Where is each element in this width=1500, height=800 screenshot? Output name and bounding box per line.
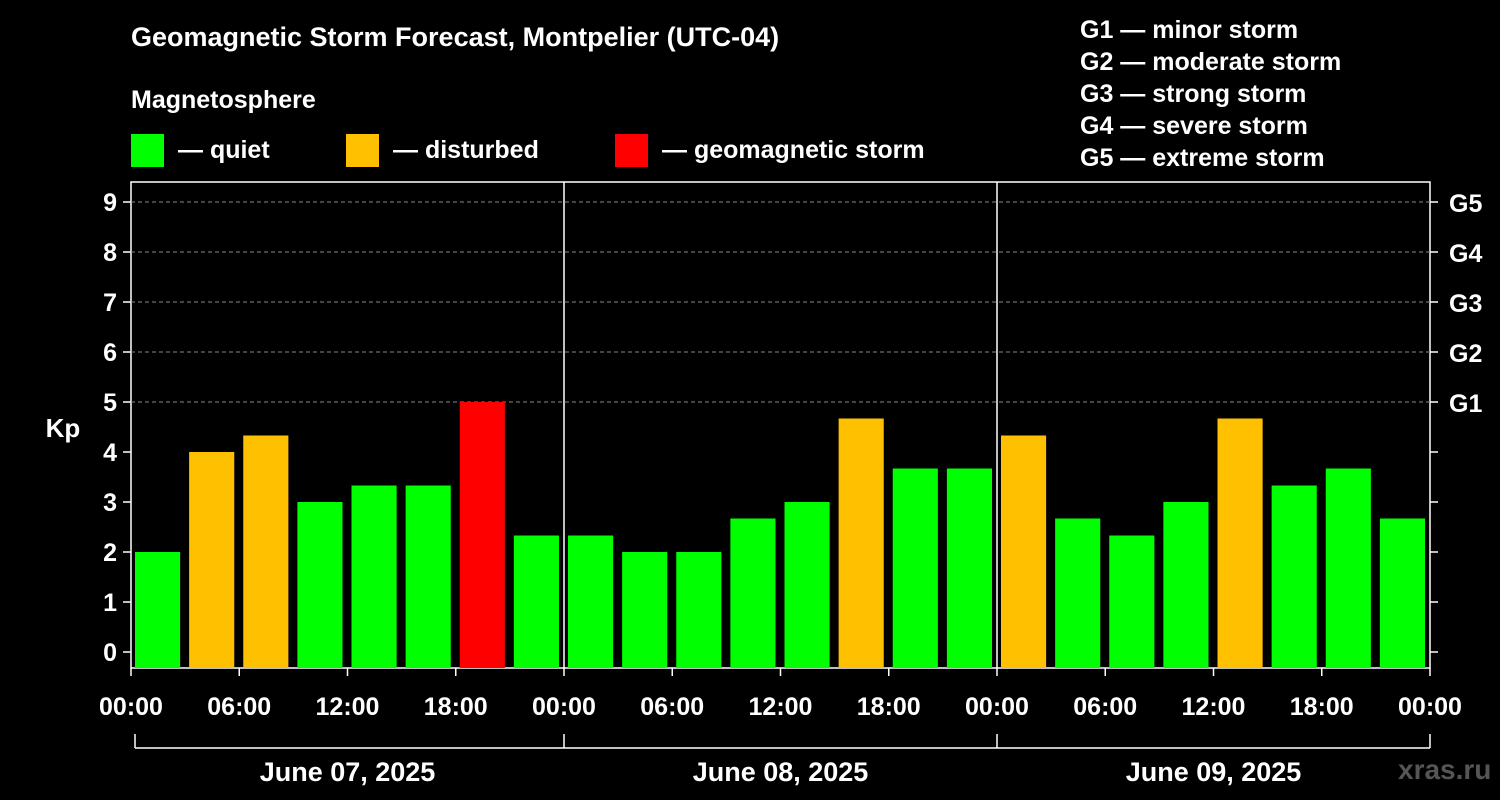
x-tick-label-2: 12:00 <box>316 693 380 721</box>
x-tick-label-1: 06:00 <box>207 693 271 721</box>
g-scale-item-g5: G5 — extreme storm <box>1080 144 1325 172</box>
kp-bar-18 <box>1109 535 1155 668</box>
kp-bar-10 <box>676 552 722 668</box>
y-tick-label-4: 4 <box>103 439 117 467</box>
kp-bar-9 <box>622 552 668 668</box>
g-scale-item-g3: G3 — strong storm <box>1080 80 1307 108</box>
x-tick-label-3: 18:00 <box>424 693 488 721</box>
x-tick-label-0: 00:00 <box>99 693 163 721</box>
kp-bar-5 <box>405 485 451 668</box>
x-tick-label-7: 18:00 <box>857 693 921 721</box>
legend-item-disturbed: — disturbed <box>346 133 539 167</box>
g-scale-list: G1 — minor storm G2 — moderate storm G3 … <box>1080 14 1341 174</box>
g-level-label-g1: G1 <box>1449 390 1482 418</box>
y-tick-label-6: 6 <box>103 339 117 367</box>
kp-bar-13 <box>838 418 884 668</box>
g-scale-item-g4: G4 — severe storm <box>1080 112 1308 140</box>
x-tick-label-9: 06:00 <box>1073 693 1137 721</box>
legend-label-disturbed: — disturbed <box>393 135 539 164</box>
kp-bar-23 <box>1379 518 1425 668</box>
storm-swatch <box>615 133 648 167</box>
kp-bar-22 <box>1325 468 1371 668</box>
y-tick-label-2: 2 <box>103 539 117 567</box>
y-axis-label: Kp <box>46 413 81 443</box>
y-tick-label-9: 9 <box>103 189 117 217</box>
kp-bar-17 <box>1055 518 1101 668</box>
x-tick-label-4: 00:00 <box>532 693 596 721</box>
kp-bar-3 <box>297 502 343 668</box>
kp-bar-2 <box>243 435 289 668</box>
kp-bar-15 <box>946 468 992 668</box>
x-tick-label-12: 00:00 <box>1398 693 1462 721</box>
y-tick-label-1: 1 <box>103 589 117 617</box>
legend-subtitle: Magnetosphere <box>131 86 316 114</box>
y-tick-label-7: 7 <box>103 289 117 317</box>
x-tick-label-8: 00:00 <box>965 693 1029 721</box>
legend-label-storm: — geomagnetic storm <box>662 135 925 164</box>
kp-bar-19 <box>1163 502 1209 668</box>
kp-bar-0 <box>135 552 181 668</box>
y-tick-label-3: 3 <box>103 489 117 517</box>
day-label-2: June 09, 2025 <box>1126 757 1302 787</box>
kp-bar-14 <box>892 468 938 668</box>
chart-title: Geomagnetic Storm Forecast, Montpelier (… <box>131 22 780 52</box>
kp-bar-20 <box>1217 418 1263 668</box>
g-level-label-g4: G4 <box>1449 240 1482 268</box>
kp-bar-4 <box>351 485 397 668</box>
g-level-label-g2: G2 <box>1449 340 1482 368</box>
kp-bar-11 <box>730 518 776 668</box>
x-tick-label-6: 12:00 <box>749 693 813 721</box>
g-scale-item-g2: G2 — moderate storm <box>1080 48 1342 76</box>
day-label-0: June 07, 2025 <box>260 757 436 787</box>
y-tick-label-8: 8 <box>103 239 117 267</box>
kp-bar-8 <box>568 535 614 668</box>
kp-bar-6 <box>459 402 505 668</box>
g-scale-item-g1: G1 — minor storm <box>1080 16 1299 44</box>
disturbed-swatch <box>346 133 379 167</box>
day-label-1: June 08, 2025 <box>693 757 869 787</box>
x-tick-label-11: 18:00 <box>1290 693 1354 721</box>
legend-label-quiet: — quiet <box>178 135 270 164</box>
x-tick-label-5: 06:00 <box>640 693 704 721</box>
quiet-swatch <box>131 133 164 167</box>
kp-bar-1 <box>189 452 235 668</box>
legend-item-quiet: — quiet <box>131 133 270 167</box>
g-level-label-g5: G5 <box>1449 190 1482 218</box>
kp-bar-12 <box>784 502 830 668</box>
kp-bar-21 <box>1271 485 1317 668</box>
kp-bar-7 <box>513 535 559 668</box>
legend-item-storm: — geomagnetic storm <box>615 133 925 167</box>
g-level-label-g3: G3 <box>1449 290 1482 318</box>
kp-bar-16 <box>1001 435 1047 668</box>
x-tick-label-10: 12:00 <box>1182 693 1246 721</box>
y-tick-label-5: 5 <box>103 389 117 417</box>
watermark: xras.ru <box>1398 754 1492 785</box>
y-tick-label-0: 0 <box>103 639 117 667</box>
